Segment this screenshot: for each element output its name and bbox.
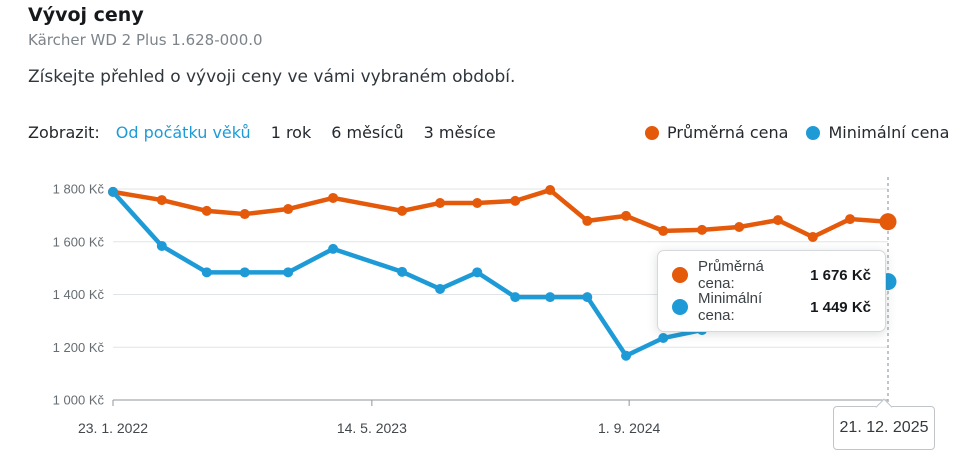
avg-price-point[interactable] bbox=[772, 215, 783, 226]
tooltip-row-average: Průměrná cena: 1 676 Kč bbox=[672, 258, 871, 292]
avg-price-point[interactable] bbox=[658, 225, 669, 236]
period-filter-bar: Zobrazit: Od počátku věků 1 rok 6 měsíců 3 … bbox=[28, 123, 516, 142]
chart-legend: Průměrná cena Minimální cena bbox=[645, 123, 949, 142]
y-axis-label: 1 600 Kč bbox=[53, 234, 105, 249]
page-title: Vývoj ceny bbox=[28, 4, 144, 26]
x-axis-label: 1. 9. 2024 bbox=[598, 420, 660, 436]
min-price-point[interactable] bbox=[435, 283, 446, 294]
min-price-point[interactable] bbox=[156, 240, 167, 251]
avg-price-point[interactable] bbox=[397, 205, 408, 216]
filter-option-2[interactable]: 1 rok bbox=[270, 123, 312, 142]
filter-bar-label: Zobrazit: bbox=[28, 123, 100, 142]
y-axis-label: 1 200 Kč bbox=[53, 340, 105, 355]
minimum-legend-dot-icon bbox=[806, 125, 821, 140]
avg-price-point[interactable] bbox=[510, 195, 521, 206]
min-price-point[interactable] bbox=[621, 350, 632, 361]
min-price-point[interactable] bbox=[397, 266, 408, 277]
avg-price-line bbox=[110, 187, 891, 240]
average-tooltip-dot-icon bbox=[672, 267, 688, 283]
filter-options: Od počátku věků 1 rok 6 měsíců 3 měsíce bbox=[116, 123, 516, 142]
avg-price-point[interactable] bbox=[734, 221, 745, 232]
min-price-point[interactable] bbox=[201, 267, 212, 278]
min-price-point[interactable] bbox=[108, 186, 118, 197]
legend-label: Průměrná cena bbox=[667, 123, 789, 142]
min-price-point[interactable] bbox=[239, 267, 250, 278]
avg-price-point[interactable] bbox=[621, 210, 632, 221]
chart-tooltip: Průměrná cena: 1 676 Kč Minimální cena: 1 4… bbox=[657, 250, 886, 332]
tooltip-date-text: 21. 12. 2025 bbox=[839, 419, 929, 436]
avg-price-point[interactable] bbox=[697, 224, 707, 235]
tooltip-date-label: 21. 12. 2025 bbox=[833, 398, 935, 450]
min-price-point[interactable] bbox=[472, 267, 483, 278]
chart-tooltip-rows: Průměrná cena: 1 676 Kč Minimální cena: 1 4… bbox=[658, 258, 885, 324]
tooltip-row-value: 1 676 Kč bbox=[810, 266, 871, 284]
tooltip-row-label: Průměrná cena: bbox=[698, 258, 764, 292]
avg-price-point[interactable] bbox=[283, 204, 294, 215]
tooltip-row-label: Minimální cena: bbox=[698, 290, 763, 324]
min-price-point[interactable] bbox=[545, 292, 556, 303]
y-axis-label: 1 000 Kč bbox=[53, 393, 105, 408]
min-price-point[interactable] bbox=[328, 243, 339, 254]
avg-price-point[interactable] bbox=[582, 215, 593, 226]
avg-price-point[interactable] bbox=[845, 214, 856, 225]
y-axis-label: 1 400 Kč bbox=[53, 287, 105, 302]
min-price-point[interactable] bbox=[658, 333, 669, 344]
product-name: Kärcher WD 2 Plus 1.628-000.0 bbox=[28, 31, 263, 49]
x-axis-label: 23. 1. 2022 bbox=[78, 420, 148, 436]
chart-description: Získejte přehled o vývoji ceny ve vámi v… bbox=[28, 67, 516, 87]
min-price-point[interactable] bbox=[582, 292, 593, 303]
avg-price-point[interactable] bbox=[156, 195, 167, 206]
avg-price-point[interactable] bbox=[807, 232, 818, 243]
avg-price-point[interactable] bbox=[328, 192, 339, 203]
filter-option-4[interactable]: 3 měsíce bbox=[423, 123, 496, 142]
legend-item-minimum[interactable]: Minimální cena bbox=[806, 123, 949, 142]
y-axis-label: 1 800 Kč bbox=[53, 182, 105, 197]
legend-item-average[interactable]: Průměrná cena bbox=[645, 123, 788, 142]
avg-price-point[interactable] bbox=[879, 213, 897, 231]
min-price-point[interactable] bbox=[283, 267, 294, 278]
x-axis-label: 14. 5. 2023 bbox=[337, 420, 407, 436]
legend-label: Minimální cena bbox=[828, 123, 950, 142]
filter-option-1[interactable]: Od počátku věků bbox=[115, 123, 251, 142]
avg-price-point[interactable] bbox=[201, 205, 212, 216]
tooltip-row-value: 1 449 Kč bbox=[810, 298, 871, 316]
filter-option-3[interactable]: 6 měsíců bbox=[331, 123, 404, 142]
tooltip-row-minimum: Minimální cena: 1 449 Kč bbox=[672, 290, 871, 324]
min-price-point[interactable] bbox=[510, 292, 521, 303]
minimum-tooltip-dot-icon bbox=[672, 299, 688, 315]
avg-price-point[interactable] bbox=[545, 185, 556, 196]
avg-price-point[interactable] bbox=[239, 209, 250, 220]
avg-price-point[interactable] bbox=[472, 197, 483, 208]
avg-price-point[interactable] bbox=[435, 197, 446, 208]
average-legend-dot-icon bbox=[645, 125, 659, 140]
